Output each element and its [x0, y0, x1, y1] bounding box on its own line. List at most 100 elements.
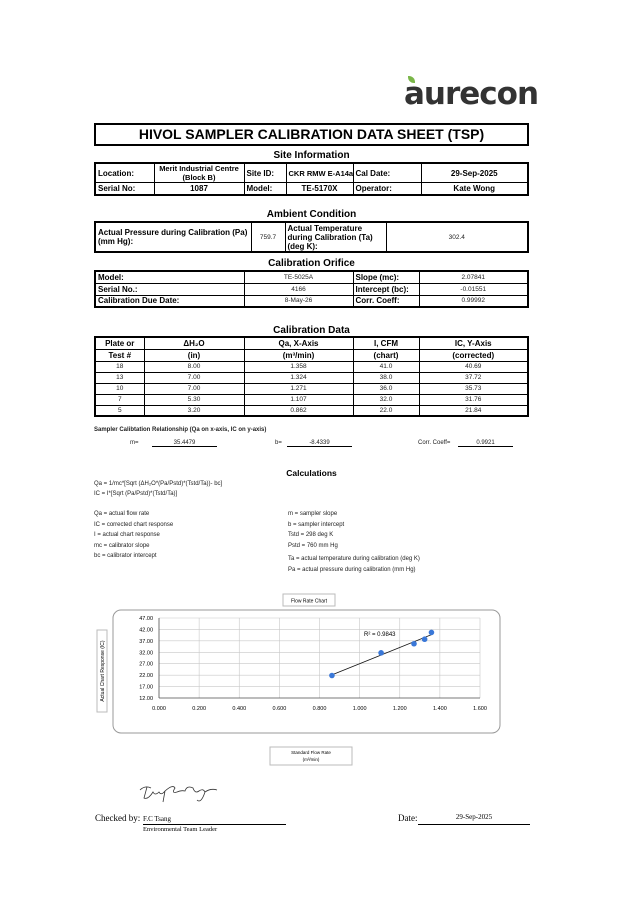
table-cell: 1.271 — [243, 382, 354, 395]
cal-date-label: Cal Date: — [352, 162, 422, 183]
table-row: 7 5.30 1.107 32.0 31.76 — [94, 393, 529, 406]
table-cell: 0.862 — [243, 404, 354, 417]
y-axis-label-box — [96, 629, 108, 713]
chart-title: Flow Rate Chart — [291, 599, 328, 605]
orifice-heading: Calibration Orifice — [268, 258, 355, 269]
r-squared-label: R² = 0.9843 — [364, 632, 396, 638]
slope-label: Slope (mc): — [352, 270, 420, 284]
aurecon-logo: aurecon — [404, 76, 539, 112]
table-cell: 8.00 — [143, 360, 245, 373]
ambient-heading: Ambient Condition — [266, 209, 357, 220]
column-header: IC, Y-Axis — [418, 336, 529, 350]
y-tick-label: 17.00 — [139, 685, 153, 691]
x-tick-label: 0.200 — [192, 706, 206, 712]
table-cell: 37.72 — [418, 371, 529, 384]
x-axis-label-box — [269, 746, 353, 766]
table-row: 10 7.00 1.271 36.0 35.73 — [94, 382, 529, 395]
definition-right: Pstd = 760 mm Hg — [288, 542, 338, 549]
table-row: 13 7.00 1.324 38.0 37.72 — [94, 371, 529, 384]
date-label: Date: — [398, 813, 418, 823]
checked-by-role: Environmental Team Leader — [143, 826, 218, 833]
column-header: (corrected) — [418, 348, 529, 362]
cal-date-value: 29-Sep-2025 — [420, 162, 529, 183]
checked-by-label: Checked by: — [95, 813, 141, 823]
table-cell: 21.84 — [418, 404, 529, 417]
table-cell: 40.69 — [418, 360, 529, 373]
site-info-heading: Site Information — [273, 150, 350, 161]
table-row: 18 8.00 1.358 41.0 40.69 — [94, 360, 529, 373]
table-cell: 22.0 — [352, 404, 420, 417]
temperature-value: 302.4 — [385, 221, 529, 253]
b-value: -8.4339 — [287, 440, 352, 447]
table-cell: 31.76 — [418, 393, 529, 406]
definition-right: Pa = actual pressure during calibration … — [288, 566, 416, 573]
definition-left: Qa = actual flow rate — [94, 511, 150, 517]
table-cell: 7.00 — [143, 371, 245, 384]
flow-rate-chart: Flow Rate Chart Actual Chart Response (I… — [96, 593, 501, 766]
definition-left: bc = calibrator intercept — [94, 553, 157, 559]
site-id-label: Site ID: — [243, 162, 287, 183]
table-cell: 5 — [94, 404, 145, 417]
logo-leaf-icon — [408, 76, 415, 83]
x-axis-unit: (m³/min) — [303, 757, 320, 762]
site-id-value: CKR RMW E-A14a — [285, 162, 354, 183]
x-tick-label: 1.400 — [433, 706, 447, 712]
table-cell: 36.0 — [352, 382, 420, 395]
corr-coeff-label: Corr. Coeff= — [418, 440, 451, 446]
column-header: ΔH₂O — [143, 336, 245, 350]
y-tick-label: 42.00 — [139, 627, 153, 633]
orifice-serial-value: 4166 — [243, 282, 354, 296]
y-tick-label: 32.00 — [139, 650, 153, 656]
corr-value: 0.99992 — [418, 294, 529, 308]
location-value: Merit Industrial Centre (Block B) — [153, 162, 245, 183]
y-tick-label: 47.00 — [139, 616, 153, 622]
formula-ic: IC = I*[Sqrt (Pa/Pstd)*(Tstd/Ta)] — [94, 491, 178, 497]
table-cell: 10 — [94, 382, 145, 395]
column-header: I, CFM — [352, 336, 420, 350]
definition-right: m = sampler slope — [288, 511, 338, 517]
definition-left: mc = calibrator slope — [94, 542, 150, 549]
relationship-heading: Sampler Calibtation Relationship (Qa on … — [94, 427, 267, 433]
formula-qa: Qa = 1/mc*[Sqrt (ΔH₂O*(Pa/Pstd)*(Tstd/Ta… — [94, 481, 223, 487]
serial-label: Serial No: — [94, 182, 155, 195]
definition-left: IC = corrected chart response — [94, 521, 174, 528]
table-cell: 1.358 — [243, 360, 354, 373]
x-tick-label: 1.000 — [353, 706, 367, 712]
table-cell: 1.107 — [243, 393, 354, 406]
x-tick-label: 0.600 — [272, 706, 286, 712]
data-point — [378, 650, 384, 656]
definition-right: Tstd = 298 deg K — [288, 532, 334, 538]
intercept-value: -0.01551 — [418, 282, 529, 296]
definition-right: Ta = actual temperature during calibrati… — [288, 556, 420, 562]
x-tick-label: 1.600 — [473, 706, 487, 712]
orifice-table: Model: TE-5025A Slope (mc): 2.07841 Serial … — [94, 270, 529, 308]
orifice-model-label: Model: — [94, 270, 245, 284]
calibration-data-heading: Calibration Data — [273, 325, 350, 336]
table-cell: 32.0 — [352, 393, 420, 406]
data-point — [428, 629, 435, 636]
chart-title-box — [282, 593, 336, 607]
x-tick-label: 0.400 — [232, 706, 246, 712]
table-cell: 7 — [94, 393, 145, 406]
ambient-table: Actual Pressure during Calibration (Pa) … — [94, 221, 529, 253]
corr-label: Corr. Coeff: — [352, 294, 420, 308]
calculations-heading: Calculations — [286, 468, 337, 478]
x-tick-label: 0.800 — [313, 706, 327, 712]
model-label: Model: — [243, 182, 287, 195]
data-point — [421, 636, 428, 643]
column-header: (in) — [143, 348, 245, 362]
y-tick-label: 12.00 — [139, 696, 153, 702]
corr-coeff-value: 0.9921 — [458, 440, 513, 447]
due-date-label: Calibration Due Date: — [94, 294, 245, 308]
pressure-label: Actual Pressure during Calibration (Pa) … — [94, 221, 252, 253]
operator-value: Kate Wong — [420, 182, 529, 195]
location-label: Location: — [94, 162, 155, 183]
y-axis-label: Actual Chart Response (IC) — [100, 640, 106, 701]
chart-area — [112, 609, 501, 734]
serial-value: 1087 — [153, 182, 245, 195]
temperature-label: Actual Temperature during Calibration (T… — [284, 221, 387, 253]
y-tick-label: 22.00 — [139, 673, 153, 679]
m-value: 35.4479 — [152, 440, 217, 447]
table-cell: 7.00 — [143, 382, 245, 395]
table-cell: 5.30 — [143, 393, 245, 406]
